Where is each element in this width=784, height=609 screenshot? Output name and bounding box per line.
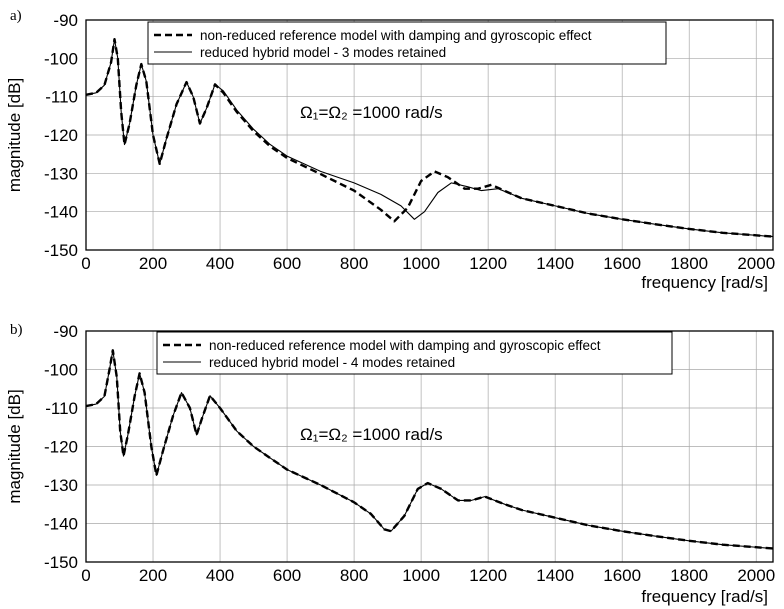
y-tick-label: -140 <box>44 203 78 222</box>
chart-panel-a: 0 200 400 600 800 1000 1200 1400 1600 1800 2000 -90… <box>5 11 775 292</box>
legend-entry: non-reduced reference model with damping… <box>209 338 601 353</box>
y-tick-label: -100 <box>44 361 78 380</box>
y-tick-label: -90 <box>53 11 78 30</box>
x-tick-label: 2000 <box>737 254 775 273</box>
chart-panel-b: 0 200 400 600 800 1000 1200 1400 1600 1800 2000 -90… <box>5 322 775 606</box>
panel-b-label: b) <box>10 322 23 338</box>
x-tick-label: 0 <box>81 254 90 273</box>
plot-frame <box>85 330 774 563</box>
x-tick-label: 1200 <box>469 566 507 585</box>
y-tick-label: -130 <box>44 164 78 183</box>
x-tick-label: 400 <box>206 566 234 585</box>
y-tick-label: -140 <box>44 515 78 534</box>
reference-model-line <box>85 38 774 238</box>
x-tick-label: 1600 <box>603 254 641 273</box>
legend-entry: reduced hybrid model - 4 modes retained <box>209 355 455 370</box>
x-tick-label: 200 <box>139 254 167 273</box>
x-tick-label: 0 <box>81 566 90 585</box>
y-tick-label: -120 <box>44 126 78 145</box>
x-axis-label: frequency [rad/s] <box>641 273 768 292</box>
x-tick-label: 1800 <box>670 566 708 585</box>
y-tick-label: -150 <box>44 553 78 572</box>
y-tick-label: -150 <box>44 241 78 260</box>
legend-box <box>147 21 667 65</box>
legend-entry: non-reduced reference model with damping… <box>200 28 592 43</box>
reduced-model-line <box>85 349 774 550</box>
x-tick-label: 1000 <box>402 254 440 273</box>
speed-annotation: Ω₁=Ω₂ =1000 rad/s <box>300 103 443 122</box>
reduced-model-line <box>85 38 774 238</box>
y-tick-label: -130 <box>44 476 78 495</box>
x-tick-label: 1400 <box>536 254 574 273</box>
y-tick-label: -110 <box>45 88 78 107</box>
legend-box <box>156 331 673 375</box>
x-tick-label: 800 <box>340 566 368 585</box>
x-tick-label: 800 <box>340 254 368 273</box>
x-tick-label: 1800 <box>670 254 708 273</box>
y-tick-label: -110 <box>45 399 78 418</box>
x-tick-label: 1600 <box>603 566 641 585</box>
x-tick-label: 600 <box>273 254 301 273</box>
x-tick-label: 600 <box>273 566 301 585</box>
x-tick-label: 400 <box>206 254 234 273</box>
y-tick-label: -120 <box>44 438 78 457</box>
x-axis-label: frequency [rad/s] <box>641 587 768 606</box>
plot-frame <box>85 19 774 251</box>
legend: non-reduced reference model with damping… <box>147 21 667 65</box>
x-tick-label: 1000 <box>402 566 440 585</box>
y-tick-label: -100 <box>44 49 78 68</box>
x-tick-label: 200 <box>139 566 167 585</box>
speed-annotation: Ω₁=Ω₂ =1000 rad/s <box>300 425 443 444</box>
x-tick-label: 1400 <box>536 566 574 585</box>
x-tick-label: 1200 <box>469 254 507 273</box>
legend-entry: reduced hybrid model - 3 modes retained <box>200 45 446 60</box>
y-axis-label: magnitude [dB] <box>5 78 24 192</box>
reference-model-line <box>85 349 774 550</box>
y-axis-label: magnitude [dB] <box>5 389 24 503</box>
x-tick-label: 2000 <box>737 566 775 585</box>
y-tick-label: -90 <box>53 322 78 341</box>
panel-a-label: a) <box>10 8 22 24</box>
legend: non-reduced reference model with damping… <box>156 331 673 375</box>
